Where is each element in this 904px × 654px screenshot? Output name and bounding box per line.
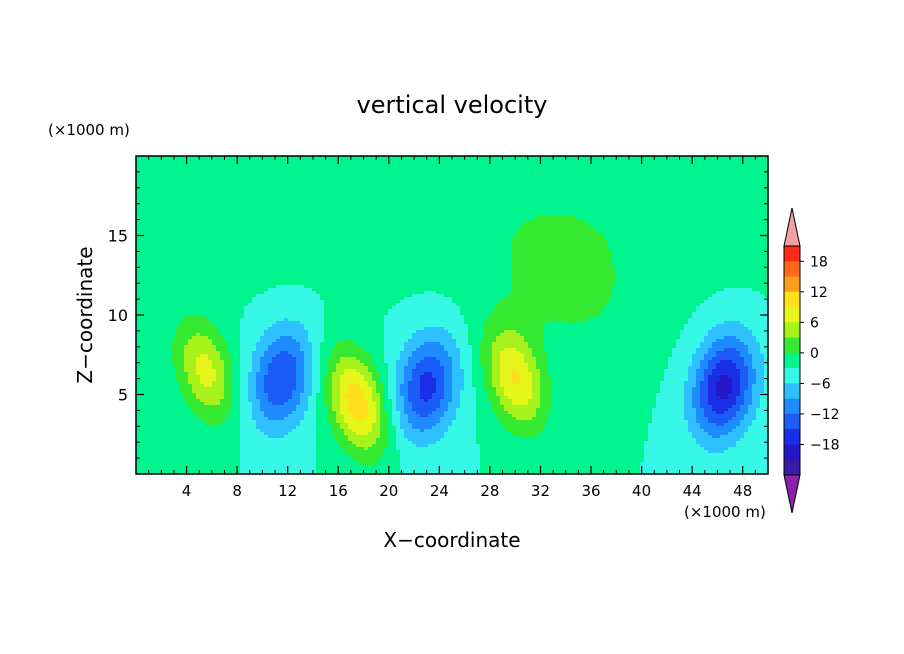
chart-figure: 4 8 12 16 20 24 28 32 36 40 44 48 51015 vertical ve…: [0, 0, 904, 654]
contour-field: [136, 156, 769, 475]
